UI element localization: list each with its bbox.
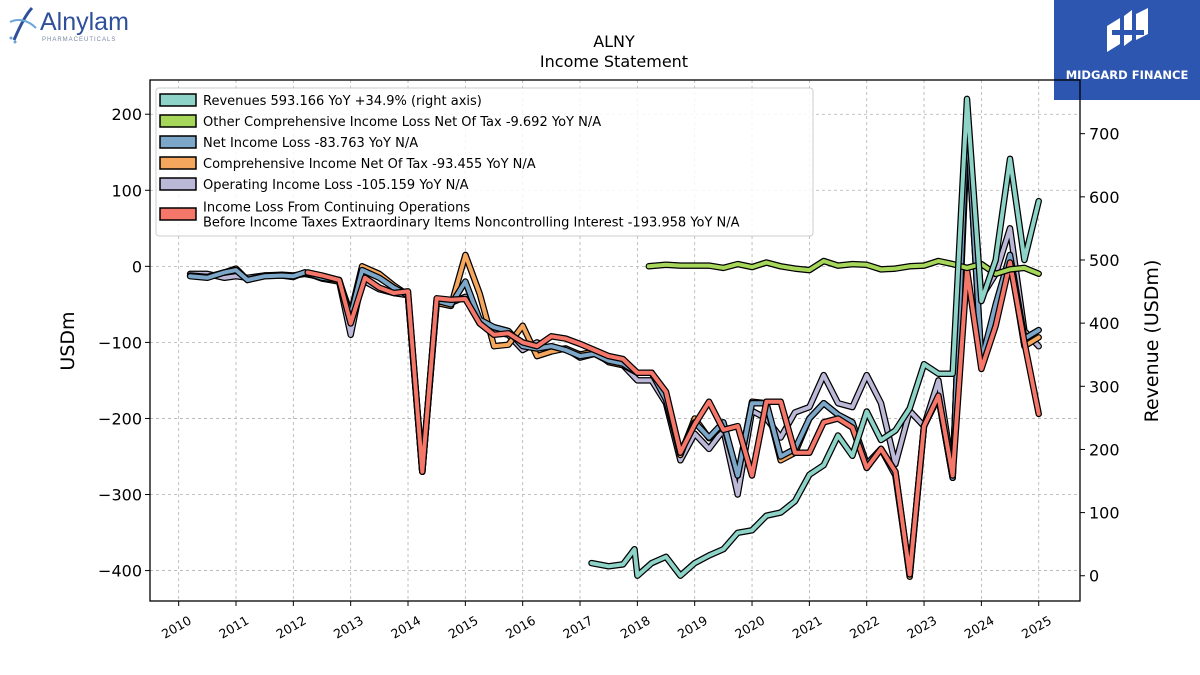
x-tick-label: 2025 — [1019, 613, 1054, 642]
series-line-other-comprehensive-income-loss-net-of-tax — [646, 259, 1041, 276]
legend-swatch — [159, 135, 197, 149]
right-axis-ticks: 0 100 200 300 400 500 600 700 — [1080, 125, 1120, 586]
y-tick-label: −400 — [98, 562, 142, 581]
chart-title: ALNY — [593, 32, 635, 51]
y2-axis-label: Revenue (USDm) — [1141, 260, 1163, 423]
x-tick-label: 2020 — [732, 613, 767, 642]
x-tick-label: 2017 — [560, 613, 595, 642]
x-tick-label: 2018 — [618, 613, 653, 642]
y2-tick-label: 700 — [1089, 125, 1120, 144]
y2-tick-label: 600 — [1089, 188, 1120, 207]
chart-subtitle: Income Statement — [539, 52, 689, 71]
alnylam-subtitle: PHARMACEUTICALS — [42, 37, 117, 43]
legend-label: Operating Income Loss -105.159 YoY N/A — [203, 178, 469, 193]
y-tick-label: 200 — [111, 105, 142, 124]
midgard-finance-wordmark: MIDGARD FINANCE — [1065, 68, 1189, 82]
legend-label: Income Loss From Continuing Operations — [203, 201, 470, 216]
y2-tick-label: 400 — [1089, 314, 1120, 333]
chart-title-block: ALNY Income Statement — [414, 32, 814, 72]
series-line-income-loss-from-continuing-operations-before-income-taxes-extraordinary-items-noncontrolling-interest — [305, 260, 1041, 577]
x-tick-label: 2023 — [904, 613, 939, 642]
y-tick-label: −200 — [98, 409, 142, 428]
midgard-finance-logo: MIDGARD FINANCE — [1054, 0, 1200, 100]
plot-frame — [149, 79, 1081, 602]
legend: Revenues 593.166 YoY +34.9% (right axis)… — [155, 87, 814, 237]
x-axis-ticks: 2010 2011 2012 2013 2014 2015 2016 2017 2018 2019… — [159, 601, 1054, 642]
midgard-mark-icon — [1107, 8, 1148, 52]
y2-tick-label: 500 — [1089, 251, 1120, 270]
y-tick-label: 0 — [132, 257, 142, 276]
x-tick-label: 2024 — [962, 613, 997, 642]
series-line-revenues — [589, 96, 1041, 578]
y2-tick-label: 200 — [1089, 440, 1120, 459]
legend-swatch — [159, 114, 197, 128]
series-lines — [186, 95, 1042, 580]
alnylam-logo: Alnylam PHARMACEUTICALS — [6, 4, 166, 48]
legend-label: Before Income Taxes Extraordinary Items … — [203, 216, 740, 231]
x-tick-label: 2011 — [216, 613, 251, 642]
x-tick-label: 2013 — [331, 613, 366, 642]
x-tick-label: 2022 — [847, 613, 882, 642]
legend-swatch — [159, 156, 197, 170]
y-axis-label: USDm — [57, 311, 79, 370]
x-tick-label: 2014 — [388, 613, 423, 642]
alnylam-mark-icon — [9, 6, 37, 44]
x-tick-label: 2019 — [675, 613, 710, 642]
legend-swatch — [159, 93, 197, 107]
y2-tick-label: 100 — [1089, 504, 1120, 523]
left-axis-ticks: 200 100 0 −100 −200 −300 −400 — [98, 105, 150, 581]
legend-label: Comprehensive Income Net Of Tax -93.455 … — [203, 157, 536, 172]
legend-label: Revenues 593.166 YoY +34.9% (right axis) — [203, 94, 482, 109]
alnylam-wordmark: Alnylam — [40, 8, 129, 36]
x-tick-label: 2015 — [446, 613, 481, 642]
legend-swatch — [159, 177, 197, 191]
x-tick-label: 2016 — [503, 613, 538, 642]
y2-tick-label: 0 — [1089, 567, 1099, 586]
y-tick-label: −100 — [98, 333, 142, 352]
legend-label: Net Income Loss -83.763 YoY N/A — [203, 136, 418, 151]
y-tick-label: −300 — [98, 486, 142, 505]
y-tick-label: 100 — [111, 181, 142, 200]
x-tick-label: 2021 — [790, 613, 825, 642]
x-tick-label: 2010 — [159, 613, 194, 642]
legend-box — [155, 87, 814, 237]
legend-label: Other Comprehensive Income Loss Net Of T… — [203, 115, 601, 130]
y2-tick-label: 300 — [1089, 377, 1120, 396]
legend-swatch — [159, 207, 197, 221]
x-tick-label: 2012 — [274, 613, 309, 642]
